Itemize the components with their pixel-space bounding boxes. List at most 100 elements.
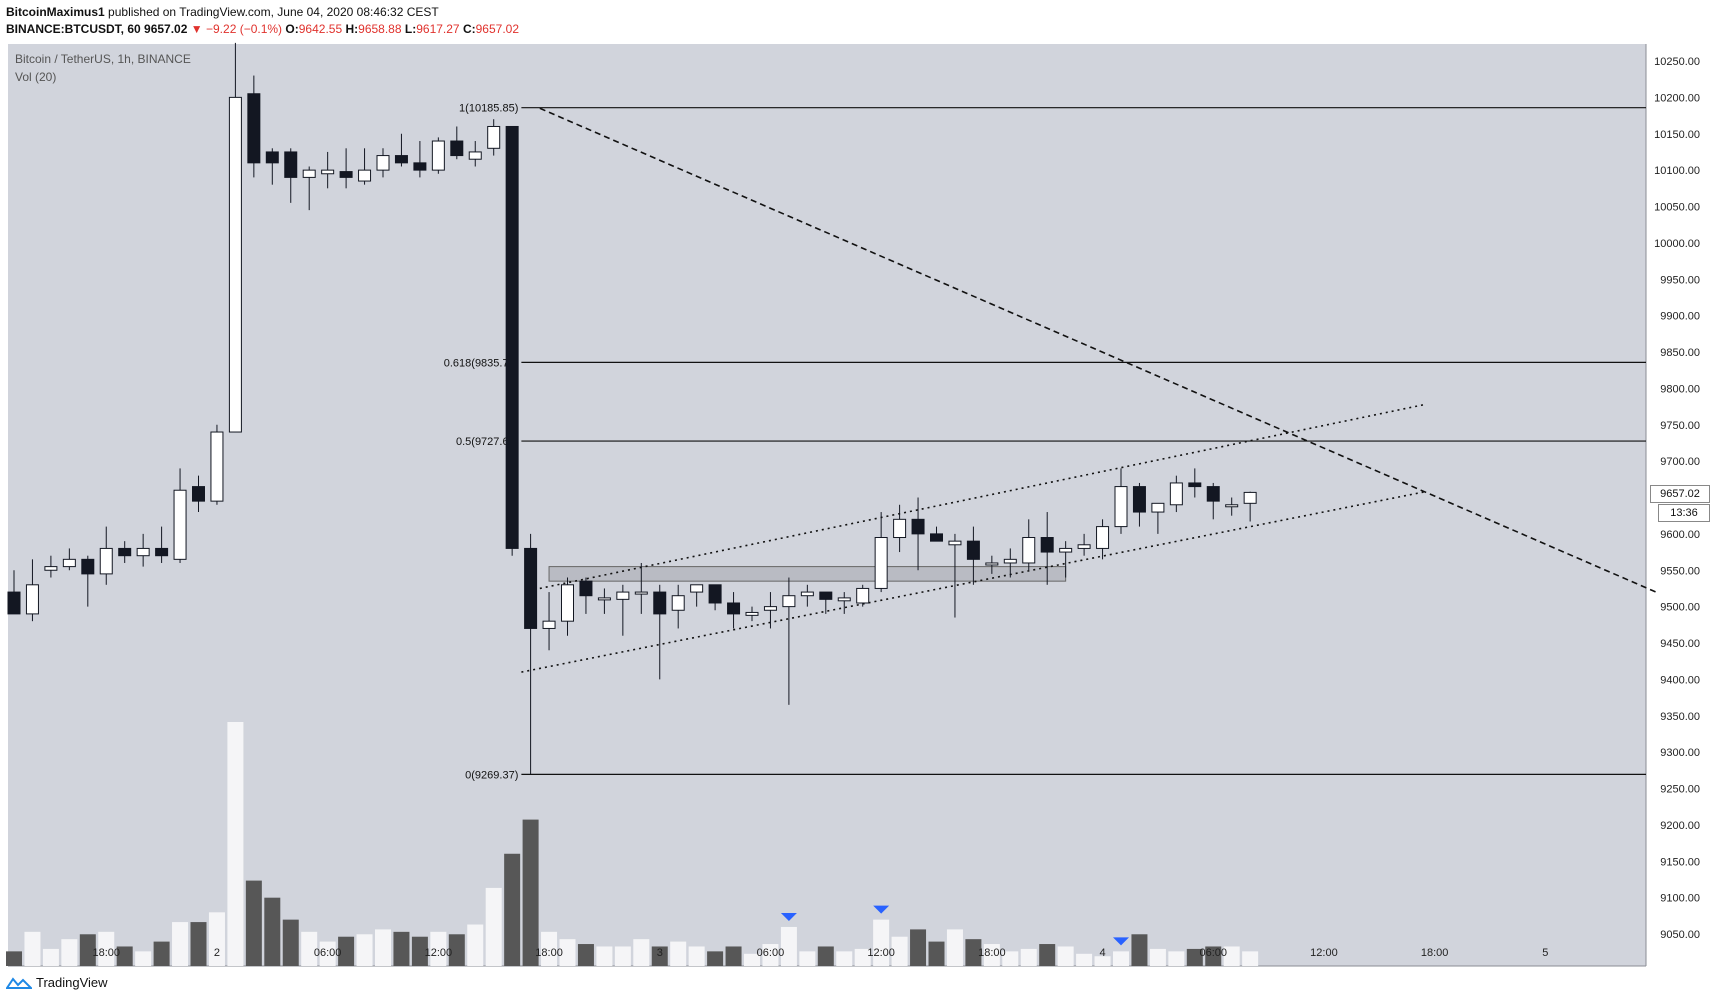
volume-bar (541, 931, 558, 966)
volume-bar (1205, 946, 1222, 966)
candle-body (284, 151, 298, 178)
time-tick-label: 18:00 (1421, 947, 1449, 959)
candle-body (1114, 486, 1128, 528)
volume-bar (375, 929, 391, 966)
candle-body (1151, 502, 1165, 513)
volume-bar (983, 944, 1000, 966)
candle-body (210, 431, 224, 502)
volume-bar (946, 929, 963, 966)
volume-bar (596, 946, 613, 966)
candle-body (671, 595, 685, 611)
candle-body (247, 93, 261, 164)
ohlc-header: BINANCE:BTCUSDT, 60 9657.02 ▼ −9.22 (−0.… (6, 22, 519, 36)
volume-bar (873, 919, 890, 966)
time-tick-label: 12:00 (867, 947, 895, 959)
volume-bar (430, 931, 447, 966)
time-tick-label: 12:00 (425, 947, 453, 959)
candle-body (25, 584, 39, 615)
volume-bar (1131, 934, 1148, 966)
candle-body (837, 597, 851, 602)
candle-body (136, 547, 150, 557)
footer-brand[interactable]: TradingView (36, 975, 108, 990)
descending-trendline (539, 107, 1657, 593)
price-tick-label: 10000.00 (1654, 238, 1700, 250)
price-tick-label: 9300.00 (1660, 747, 1700, 759)
volume-bar (651, 946, 668, 966)
volume-bar (1076, 953, 1093, 966)
candle-body (1206, 486, 1220, 502)
price-tick-label: 9350.00 (1660, 711, 1700, 723)
candle-body (690, 584, 704, 593)
price-tick-label: 9150.00 (1660, 856, 1700, 868)
time-tick-label: 3 (657, 947, 663, 959)
candle-body (99, 547, 113, 575)
volume-bar (670, 941, 687, 966)
candle-body (1188, 482, 1202, 488)
price-tick-label: 10100.00 (1654, 165, 1700, 177)
volume-bar (1039, 944, 1056, 966)
candle-body (782, 595, 796, 608)
channel-upper-line (539, 403, 1426, 590)
candle-body (616, 591, 630, 600)
candle-body (118, 547, 132, 557)
candle-body (524, 547, 538, 629)
price-tick-label: 9250.00 (1660, 784, 1700, 796)
volume-bar (411, 936, 428, 966)
volume-bar (190, 922, 207, 966)
author-name[interactable]: BitcoinMaximus1 (6, 5, 105, 19)
volume-bar (780, 926, 797, 966)
price-tick-label: 9550.00 (1660, 565, 1700, 577)
candle-body (634, 591, 648, 595)
volume-bar (725, 946, 742, 966)
price-tick-label: 9850.00 (1660, 347, 1700, 359)
close-value: 9657.02 (475, 22, 520, 36)
volume-bar (762, 944, 779, 966)
fib-level-label: 1(10185.85) (459, 103, 518, 115)
volume-bar (891, 936, 908, 966)
volume-bar (172, 922, 189, 966)
volume-bar (116, 946, 133, 966)
price-tick-label: 9950.00 (1660, 274, 1700, 286)
volume-bar (817, 946, 834, 966)
last-price: 9657.02 (144, 22, 188, 36)
candle-body (192, 486, 205, 502)
candle-body (1077, 544, 1091, 549)
volume-bar (744, 953, 760, 966)
time-tick-label: 5 (1542, 947, 1548, 959)
candle-body (265, 151, 279, 164)
volume-bar (965, 939, 982, 966)
candle-body (800, 591, 814, 597)
volume-bar (1242, 951, 1259, 966)
candle-body (1169, 482, 1183, 506)
time-tick-label: 2 (214, 947, 220, 959)
price-chart[interactable]: Bitcoin / TetherUS, 1h, BINANCE Vol (20)… (0, 0, 1718, 975)
volume-legend: Vol (20) (15, 70, 56, 84)
price-tick-label: 9450.00 (1660, 638, 1700, 650)
low-value: 9617.27 (416, 22, 460, 36)
volume-bar (1002, 951, 1019, 966)
volume-bar (688, 946, 705, 966)
volume-bar (836, 951, 853, 966)
time-tick-label: 06:00 (1199, 947, 1227, 959)
price-tick-label: 9900.00 (1660, 311, 1700, 323)
volume-bar (614, 946, 631, 966)
candle-body (579, 580, 593, 597)
volume-bar (707, 951, 724, 966)
price-tick-label: 9750.00 (1660, 420, 1700, 432)
tradingview-logo-icon (6, 976, 32, 989)
candle-body (1003, 558, 1017, 564)
publish-info: BitcoinMaximus1 published on TradingView… (6, 5, 439, 19)
candle-body (597, 597, 611, 601)
candle-body (228, 96, 242, 433)
time-tick-label: 06:00 (757, 947, 785, 959)
volume-bar (356, 934, 373, 966)
footer: TradingView (6, 975, 108, 990)
volume-signal-marker (1113, 937, 1129, 946)
close-label: C: (462, 22, 476, 36)
volume-bar (1223, 946, 1240, 966)
candle-body (948, 540, 962, 546)
time-tick-label: 12:00 (1310, 947, 1338, 959)
volume-bar (522, 819, 539, 966)
volume-bar (98, 931, 115, 966)
time-axis: 18:00 2 06:00 12:00 18:00 3 06:00 12:00 18:00 4 06… (92, 947, 1548, 959)
